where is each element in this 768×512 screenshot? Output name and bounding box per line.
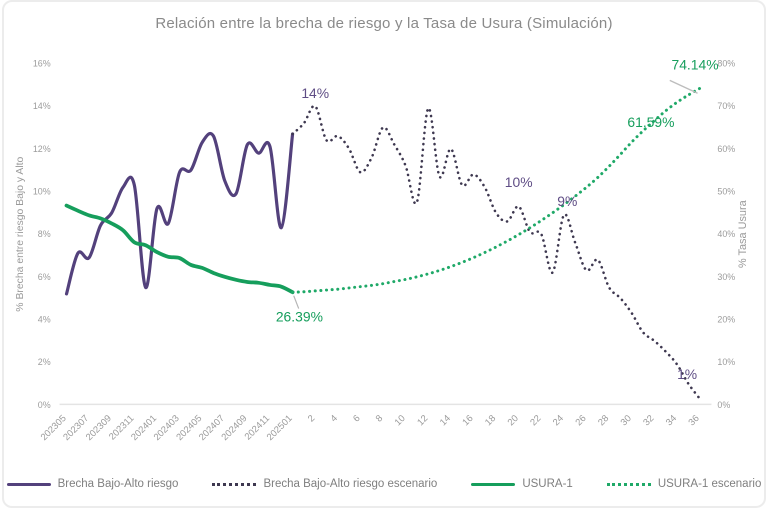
y-left-tick-label: 8%	[38, 229, 51, 239]
legend: Brecha Bajo-Alto riesgo Brecha Bajo-Alto…	[4, 478, 764, 490]
y-right-tick-label: 40%	[717, 229, 735, 239]
y-right-tick-label: 50%	[717, 186, 735, 196]
x-tick-label: 26	[573, 412, 588, 427]
y-right-tick-label: 20%	[717, 314, 735, 324]
legend-label: Brecha Bajo-Alto riesgo escenario	[263, 478, 438, 490]
x-tick-label: 6	[350, 412, 361, 423]
y-right-tick-label: 60%	[717, 144, 735, 154]
x-tick-label: 24	[550, 412, 565, 427]
annotation-label: 9%	[557, 193, 577, 209]
x-tick-label: 36	[686, 412, 701, 427]
y-right-tick-label: 80%	[717, 58, 735, 68]
y-left-tick-label: 0%	[38, 400, 51, 410]
series-line-3	[291, 87, 702, 294]
leader-line-74-14	[669, 79, 698, 94]
legend-marker-dotted-purple	[212, 482, 257, 486]
x-tick-labels: 2023052023072023092023112024012024032024…	[38, 412, 701, 442]
x-tick-label: 14	[437, 412, 452, 427]
legend-item-brecha-escenario: Brecha Bajo-Alto riesgo escenario	[212, 478, 437, 490]
annotation-label: 26.39%	[276, 308, 323, 324]
x-tick-label: 32	[641, 412, 656, 427]
legend-item-brecha: Brecha Bajo-Alto riesgo	[6, 478, 179, 490]
series-line-2	[64, 203, 295, 295]
legend-marker-solid-purple	[6, 482, 51, 486]
x-tick-label: 34	[663, 412, 678, 427]
y-right-ticks: 0% 10% 20% 30% 40% 50% 60% 70% 80%	[717, 58, 735, 409]
y-left-ticks: 0% 2% 4% 6% 8% 10% 12% 14% 16%	[33, 58, 51, 409]
x-tick-label: 2	[305, 412, 316, 423]
x-tick-label: 8	[373, 412, 384, 423]
chart-title: Relación entre la brecha de riesgo y la …	[155, 15, 613, 32]
y-right-tick-label: 70%	[717, 101, 735, 111]
annotation-label: 10%	[505, 174, 533, 190]
x-tick-label: 18	[482, 412, 497, 427]
y-left-tick-label: 4%	[38, 314, 51, 324]
y-left-tick-label: 2%	[38, 357, 51, 367]
x-tick-label: 202501	[264, 412, 294, 442]
series-lines	[64, 87, 702, 400]
y-right-tick-label: 0%	[717, 400, 730, 410]
y-right-tick-label: 30%	[717, 272, 735, 282]
x-tick-label: 28	[595, 412, 610, 427]
y-right-axis-title: % Tasa Usura	[737, 199, 749, 268]
series-line-0	[64, 131, 295, 296]
y-right-tick-label: 10%	[717, 357, 735, 367]
legend-label: Brecha Bajo-Alto riesgo	[57, 478, 179, 490]
x-tick-label: 4	[328, 412, 339, 423]
legend-item-usura-escenario: USURA-1 escenario	[606, 478, 762, 490]
x-tick-label: 20	[505, 412, 520, 427]
y-left-tick-label: 16%	[33, 58, 51, 68]
annotation-label: 14%	[301, 85, 329, 101]
legend-item-usura: USURA-1	[471, 478, 573, 490]
series-line-1	[291, 104, 701, 400]
y-left-tick-label: 10%	[33, 186, 51, 196]
legend-label: USURA-1 escenario	[657, 478, 762, 490]
x-tick-label: 16	[460, 412, 475, 427]
y-left-tick-label: 6%	[38, 272, 51, 282]
y-left-tick-label: 12%	[33, 144, 51, 154]
annotation-labels: 14% 10% 9% 1% 26.39% 61.59% 74.14%	[276, 57, 719, 382]
x-tick-label: 12	[414, 412, 429, 427]
y-left-tick-label: 14%	[33, 101, 51, 111]
annotation-label: 1%	[677, 366, 697, 382]
legend-label: USURA-1	[522, 478, 573, 490]
x-tick-label: 10	[392, 412, 407, 427]
y-left-axis-title: % Brecha entre riesgo Bajo y Alto	[15, 156, 26, 311]
x-tick-label: 30	[618, 412, 633, 427]
legend-marker-dotted-green	[606, 482, 651, 486]
x-tick-label: 22	[528, 412, 543, 427]
chart-canvas: 0% 2% 4% 6% 8% 10% 12% 14% 16% 0% 10% 20% 30% 40% 50%…	[15, 57, 749, 443]
annotation-label: 74.14%	[671, 57, 718, 73]
leader-line-26-39	[293, 295, 300, 309]
annotation-label: 61.59%	[627, 114, 674, 130]
legend-marker-solid-green	[471, 482, 516, 486]
